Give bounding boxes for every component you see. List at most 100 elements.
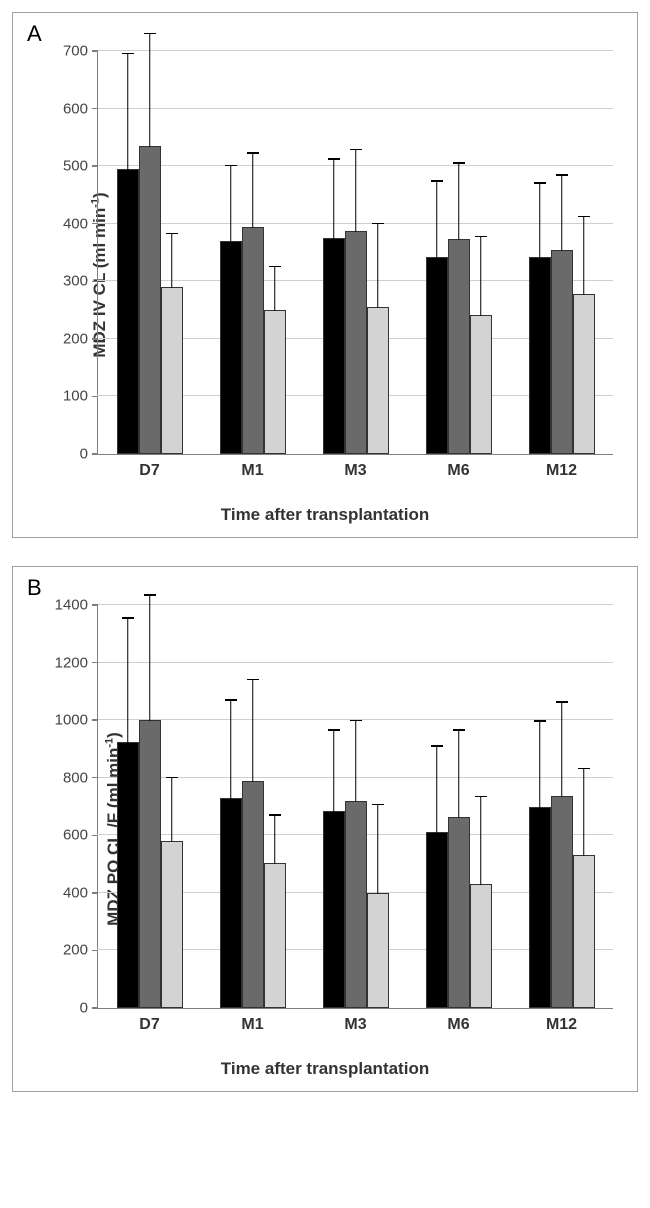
x-tick-label: M6 (447, 462, 469, 480)
error-bar (377, 223, 379, 308)
error-cap (328, 158, 340, 160)
y-tick-label: 1000 (55, 712, 98, 729)
error-bar (480, 236, 482, 315)
error-cap (453, 729, 465, 731)
error-bar (127, 618, 129, 743)
x-tick-label: M1 (241, 1016, 263, 1034)
error-cap (556, 174, 568, 176)
error-cap (269, 266, 281, 268)
chart-panel-a: AMDZ IV CL (ml min-1)0100200300400500600… (12, 12, 638, 538)
error-bar (377, 804, 379, 894)
bar (161, 841, 183, 1008)
error-bar (583, 768, 585, 856)
bar-group (220, 51, 286, 454)
error-cap (350, 720, 362, 722)
y-tick-label: 0 (80, 1000, 98, 1017)
x-tick-label: D7 (139, 1016, 159, 1034)
chart-area: 0100200300400500600700D7M1M3M6M12 (97, 51, 613, 491)
bar (220, 241, 242, 454)
y-tick-label: 0 (80, 446, 98, 463)
error-cap (431, 180, 443, 182)
error-bar (436, 746, 438, 834)
bar (161, 287, 183, 454)
error-bar (274, 815, 276, 864)
bar (470, 884, 492, 1008)
y-tick-label: 500 (63, 158, 98, 175)
error-bar (561, 702, 563, 798)
bar (551, 796, 573, 1008)
x-axis-label: Time after transplantation (25, 1059, 625, 1079)
y-tick-label: 400 (63, 215, 98, 232)
bar (117, 742, 139, 1008)
error-cap (475, 796, 487, 798)
error-cap (453, 162, 465, 164)
error-cap (578, 768, 590, 770)
x-tick-label: M1 (241, 462, 263, 480)
error-cap (328, 729, 340, 731)
bar (139, 720, 161, 1008)
bar (139, 146, 161, 454)
error-cap (475, 236, 487, 238)
error-bar (458, 730, 460, 819)
y-tick-label: 800 (63, 769, 98, 786)
error-bar (127, 53, 129, 170)
chart-panel-b: BMDZ PO CL /F (ml min-1)0200400600800100… (12, 566, 638, 1092)
x-tick-label: M3 (344, 462, 366, 480)
bar (551, 250, 573, 454)
error-cap (144, 594, 156, 596)
y-tick-label: 1400 (55, 597, 98, 614)
x-axis-label: Time after transplantation (25, 505, 625, 525)
bar (573, 294, 595, 454)
bar-group (220, 605, 286, 1008)
y-tick-label: 200 (63, 942, 98, 959)
error-bar (333, 730, 335, 813)
bar (448, 817, 470, 1008)
bar (426, 257, 448, 454)
error-cap (247, 679, 259, 681)
bar-group (529, 605, 595, 1008)
error-bar (252, 679, 254, 781)
y-tick-label: 1200 (55, 654, 98, 671)
error-bar (355, 720, 357, 802)
error-cap (372, 804, 384, 806)
error-bar (458, 163, 460, 241)
x-tick-label: D7 (139, 462, 159, 480)
error-bar (436, 181, 438, 258)
x-tick-label: M6 (447, 1016, 469, 1034)
bar (220, 798, 242, 1008)
bar-group (323, 51, 389, 454)
plot-region: 0200400600800100012001400D7M1M3M6M12 (97, 605, 613, 1009)
error-bar (274, 266, 276, 311)
y-tick-label: 600 (63, 100, 98, 117)
error-cap (122, 617, 134, 619)
bar-group (323, 605, 389, 1008)
bar (242, 227, 264, 454)
bar (529, 257, 551, 454)
error-bar (149, 595, 151, 722)
bar-group (529, 51, 595, 454)
error-cap (166, 233, 178, 235)
error-cap (225, 165, 237, 167)
error-bar (333, 159, 335, 240)
error-bar (252, 153, 254, 228)
bar (117, 169, 139, 454)
bar (345, 231, 367, 454)
bar (345, 801, 367, 1008)
bar (367, 307, 389, 454)
bar (448, 239, 470, 454)
error-cap (225, 699, 237, 701)
y-tick-label: 100 (63, 388, 98, 405)
chart-area: 0200400600800100012001400D7M1M3M6M12 (97, 605, 613, 1045)
bar (529, 807, 551, 1008)
x-tick-label: M12 (546, 1016, 577, 1034)
error-bar (171, 233, 173, 288)
error-cap (431, 745, 443, 747)
error-bar (539, 721, 541, 808)
error-bar (230, 700, 232, 799)
bar (426, 832, 448, 1008)
panel-label: B (27, 575, 625, 601)
bar (367, 893, 389, 1008)
error-cap (534, 720, 546, 722)
y-tick-label: 400 (63, 884, 98, 901)
error-cap (122, 53, 134, 55)
